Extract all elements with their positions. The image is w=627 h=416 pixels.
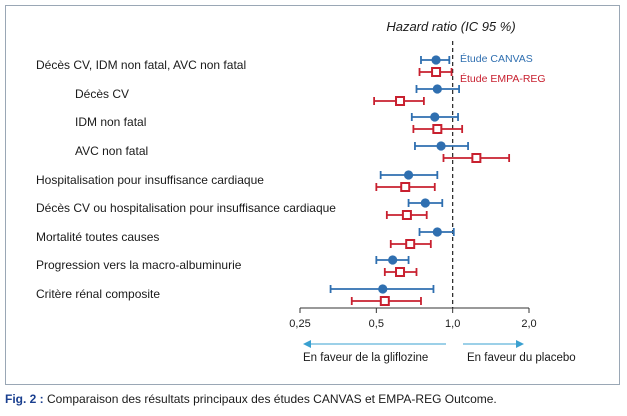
canvas-point-6 bbox=[432, 227, 442, 237]
canvas-point-8 bbox=[378, 284, 388, 294]
figure-caption: Fig. 2 : Comparaison des résultats princ… bbox=[5, 392, 620, 406]
legend-label-empa-reg: Étude EMPA-REG bbox=[460, 72, 546, 85]
empa-reg-point-7 bbox=[395, 267, 406, 277]
chart-title: Hazard ratio (IC 95 %) bbox=[386, 19, 515, 34]
canvas-point-5 bbox=[420, 198, 430, 208]
empa-reg-point-5 bbox=[401, 210, 412, 220]
canvas-point-4 bbox=[403, 170, 414, 180]
canvas-point-0 bbox=[431, 55, 441, 65]
favours-placebo-label: En faveur du placebo bbox=[467, 352, 576, 364]
empa-reg-point-3 bbox=[471, 153, 482, 163]
empa-reg-point-6 bbox=[405, 239, 416, 249]
empa-reg-point-4 bbox=[400, 182, 411, 192]
right-arrow-head bbox=[516, 340, 524, 348]
row-label-7: Progression vers la macro-albuminurie bbox=[36, 258, 242, 272]
row-label-0: Décès CV, IDM non fatal, AVC non fatal bbox=[36, 58, 246, 72]
row-label-5: Décès CV ou hospitalisation pour insuffi… bbox=[36, 201, 336, 215]
caption-text: Comparaison des résultats principaux des… bbox=[43, 392, 497, 406]
caption-prefix: Fig. 2 : bbox=[5, 392, 44, 406]
empa-reg-point-0 bbox=[431, 67, 442, 77]
row-label-2: IDM non fatal bbox=[75, 115, 146, 129]
empa-reg-point-8 bbox=[379, 296, 390, 306]
legend-label-canvas: Étude CANVAS bbox=[460, 52, 533, 65]
figure-frame: Hazard ratio (IC 95 %) Décès CV, IDM non… bbox=[5, 5, 620, 385]
direction-indicator: En faveur de la gliflozine En faveur du … bbox=[303, 340, 576, 364]
canvas-point-3 bbox=[436, 141, 446, 151]
row-label-3: AVC non fatal bbox=[75, 144, 148, 158]
row-labels: Décès CV, IDM non fatal, AVC non fatal Dé… bbox=[36, 58, 336, 301]
empa-reg-point-1 bbox=[395, 96, 406, 106]
x-ticks: 0,25 0,5 1,0 2,0 bbox=[289, 308, 537, 330]
legend: Étude CANVAS Étude EMPA-REG bbox=[460, 52, 546, 85]
canvas-point-2 bbox=[430, 112, 440, 122]
confidence-intervals bbox=[329, 55, 511, 306]
row-label-6: Mortalité toutes causes bbox=[36, 230, 159, 244]
x-tick-label: 0,25 bbox=[289, 318, 310, 330]
left-arrow-head bbox=[303, 340, 311, 348]
x-tick-label: 2,0 bbox=[521, 318, 536, 330]
canvas-point-7 bbox=[388, 255, 398, 265]
canvas-point-1 bbox=[432, 84, 442, 94]
row-label-4: Hospitalisation pour insuffisance cardia… bbox=[36, 173, 264, 187]
x-tick-label: 1,0 bbox=[445, 318, 460, 330]
x-tick-label: 0,5 bbox=[369, 318, 384, 330]
empa-reg-point-2 bbox=[432, 124, 443, 134]
row-label-8: Critère rénal composite bbox=[36, 287, 160, 301]
favours-gliflozin-label: En faveur de la gliflozine bbox=[303, 352, 428, 364]
row-label-1: Décès CV bbox=[75, 87, 129, 101]
forest-plot: Hazard ratio (IC 95 %) Décès CV, IDM non… bbox=[36, 19, 576, 364]
